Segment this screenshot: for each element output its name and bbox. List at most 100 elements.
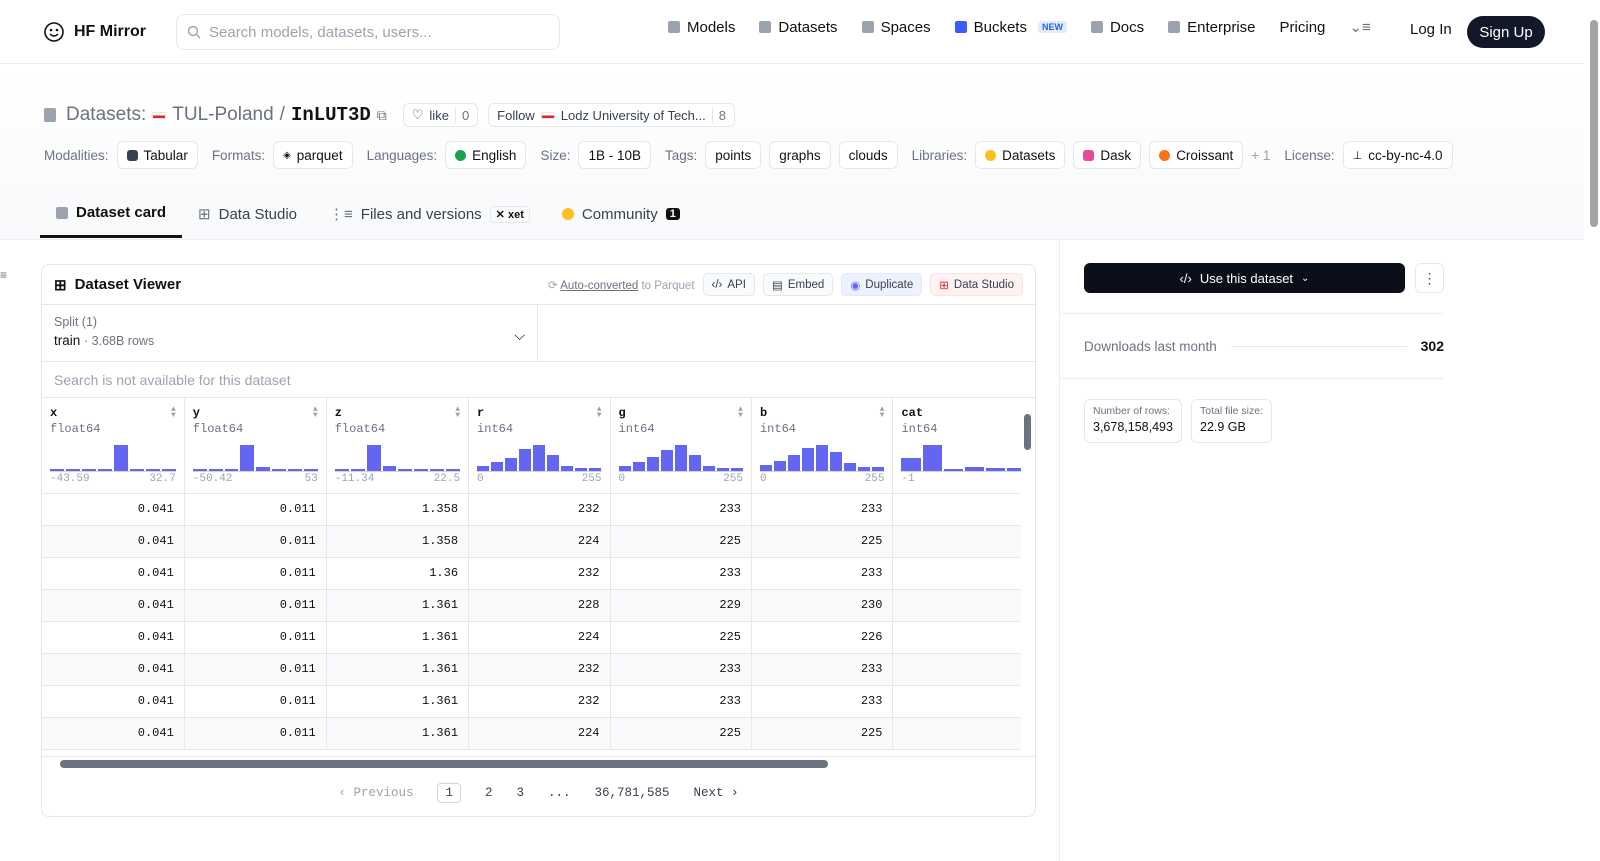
table-row[interactable]: 0.041 0.011 1.361 228 229 230 xyxy=(42,589,1035,622)
auto-converted-link[interactable]: Auto-converted xyxy=(560,279,639,292)
column-header-cat[interactable]: cat▲▼int64-1 xyxy=(892,398,1035,494)
table-cell[interactable]: 0.041 xyxy=(42,557,185,590)
nav-buckets[interactable]: Buckets NEW xyxy=(954,19,1067,36)
histogram-bar[interactable] xyxy=(288,469,302,471)
column-header-b[interactable]: b ▲ ▼ int64 0 255 xyxy=(751,398,894,494)
table-cell[interactable]: 233 xyxy=(610,557,752,590)
table-cell[interactable]: 233 xyxy=(751,493,894,526)
tag-graphs[interactable]: graphs xyxy=(769,141,831,169)
follow-button[interactable]: Follow Lodz University of Tech... 8 xyxy=(488,103,735,127)
table-row[interactable]: 0.041 0.011 1.358 232 233 233 xyxy=(42,493,1035,526)
histogram-bar[interactable] xyxy=(129,469,144,471)
page-3[interactable]: 3 xyxy=(516,786,524,800)
more-libraries[interactable]: + 1 xyxy=(1251,147,1271,163)
nav-models[interactable]: Models xyxy=(668,19,735,36)
histogram-bar[interactable] xyxy=(224,469,239,471)
histogram-bar[interactable] xyxy=(414,469,429,471)
table-cell[interactable] xyxy=(892,589,1035,622)
histogram-bar[interactable] xyxy=(97,469,112,471)
histogram-bar[interactable] xyxy=(589,468,602,471)
table-cell[interactable]: 1.361 xyxy=(326,621,470,654)
histogram-bar[interactable] xyxy=(430,469,445,471)
table-cell[interactable]: 233 xyxy=(751,653,894,686)
histogram-bar[interactable] xyxy=(674,445,687,471)
histogram-bar[interactable] xyxy=(816,445,829,471)
histogram-bar[interactable] xyxy=(382,465,397,471)
more-options-button[interactable]: ⋮ xyxy=(1415,263,1444,293)
scroll-thumb[interactable] xyxy=(1590,20,1598,227)
table-cell[interactable]: 233 xyxy=(610,653,752,686)
signup-button[interactable]: Sign Up xyxy=(1467,16,1545,48)
table-cell[interactable]: 0.011 xyxy=(184,685,327,718)
tab-community[interactable]: Community 1 xyxy=(546,190,696,238)
page-scrollbar[interactable] xyxy=(1588,0,1600,861)
nav-docs[interactable]: Docs xyxy=(1090,19,1144,36)
table-cell[interactable]: 0.011 xyxy=(184,621,327,654)
histogram-bar[interactable] xyxy=(272,469,287,471)
table-cell[interactable]: 0.011 xyxy=(184,557,327,590)
like-button[interactable]: ♡ like 0 xyxy=(402,103,479,127)
histogram-bar[interactable] xyxy=(788,455,801,471)
table-cell[interactable]: 224 xyxy=(468,717,611,750)
histogram-bar[interactable] xyxy=(366,445,381,471)
split-selector[interactable]: Split (1) train · 3.68B rows ⌵ xyxy=(42,305,538,361)
table-cell[interactable]: 0.011 xyxy=(184,525,327,558)
table-cell[interactable]: 233 xyxy=(751,685,894,718)
table-cell[interactable]: 232 xyxy=(468,557,611,590)
histogram-bar[interactable] xyxy=(844,463,857,471)
histogram-bar[interactable] xyxy=(646,456,659,471)
brand-logo[interactable]: HF Mirror xyxy=(42,20,146,44)
table-cell[interactable]: 0.041 xyxy=(42,493,185,526)
table-cell[interactable] xyxy=(892,557,1035,590)
data-studio-button[interactable]: ⊞ Data Studio xyxy=(930,273,1023,296)
use-dataset-button[interactable]: ‹/› Use this dataset ⌄ xyxy=(1084,263,1405,293)
table-cell[interactable]: 0.041 xyxy=(42,621,185,654)
histogram-bar[interactable] xyxy=(759,464,773,471)
histogram-bar[interactable] xyxy=(632,461,645,471)
table-cell[interactable] xyxy=(892,717,1035,750)
histogram-bar[interactable] xyxy=(547,455,560,471)
table-cell[interactable]: 233 xyxy=(610,493,752,526)
table-cell[interactable]: 0.041 xyxy=(42,685,185,718)
histogram-bar[interactable] xyxy=(398,469,413,471)
tag-english[interactable]: English xyxy=(445,141,527,169)
column-header-r[interactable]: r ▲ ▼ int64 0 255 xyxy=(468,398,611,494)
column-header-g[interactable]: g ▲ ▼ int64 0 255 xyxy=(610,398,752,494)
table-cell[interactable] xyxy=(892,493,1035,526)
table-cell[interactable]: 1.358 xyxy=(326,525,470,558)
global-search-input[interactable]: Search models, datasets, users... xyxy=(176,14,560,50)
column-header-z[interactable]: z ▲ ▼ float64 -11.34 22.5 xyxy=(326,398,470,494)
table-cell[interactable]: 232 xyxy=(468,493,611,526)
histogram-bar[interactable] xyxy=(192,469,207,471)
histogram-bar[interactable] xyxy=(802,447,815,471)
column-header-x[interactable]: x ▲ ▼ float64 -43.59 32.7 xyxy=(42,398,185,494)
dataset-owner[interactable]: TUL-Poland xyxy=(172,104,274,125)
histogram-bar[interactable] xyxy=(491,461,504,471)
datasets-prefix[interactable]: Datasets: xyxy=(66,104,147,125)
embed-button[interactable]: ▤ Embed xyxy=(762,273,834,296)
nav-more-menu[interactable]: ⌄≡ xyxy=(1349,18,1370,36)
page-last[interactable]: 36,781,585 xyxy=(594,786,670,800)
tab-dataset-card[interactable]: Dataset card xyxy=(40,190,183,238)
login-link[interactable]: Log In xyxy=(1410,21,1452,38)
table-row[interactable]: 0.041 0.011 1.361 224 225 226 xyxy=(42,621,1035,654)
table-cell[interactable]: 1.361 xyxy=(326,717,470,750)
table-cell[interactable]: 232 xyxy=(468,653,611,686)
histogram-bar[interactable] xyxy=(943,469,963,471)
table-cell[interactable] xyxy=(892,621,1035,654)
histogram-bar[interactable] xyxy=(256,467,271,471)
histogram-bar[interactable] xyxy=(716,468,729,471)
histogram-bar[interactable] xyxy=(446,469,461,471)
toc-toggle-icon[interactable]: ≡ xyxy=(0,268,8,282)
table-cell[interactable]: 1.36 xyxy=(326,557,470,590)
table-cell[interactable]: 233 xyxy=(751,557,894,590)
histogram-bar[interactable] xyxy=(901,458,921,471)
histogram-bar[interactable] xyxy=(688,455,701,471)
table-cell[interactable]: 1.361 xyxy=(326,685,470,718)
histogram-bar[interactable] xyxy=(50,469,64,471)
histogram-bar[interactable] xyxy=(505,458,518,471)
table-cell[interactable] xyxy=(892,525,1035,558)
nav-datasets[interactable]: Datasets xyxy=(759,19,838,36)
scroll-thumb[interactable] xyxy=(1024,414,1031,450)
copy-icon[interactable]: ⧉ xyxy=(376,106,387,123)
